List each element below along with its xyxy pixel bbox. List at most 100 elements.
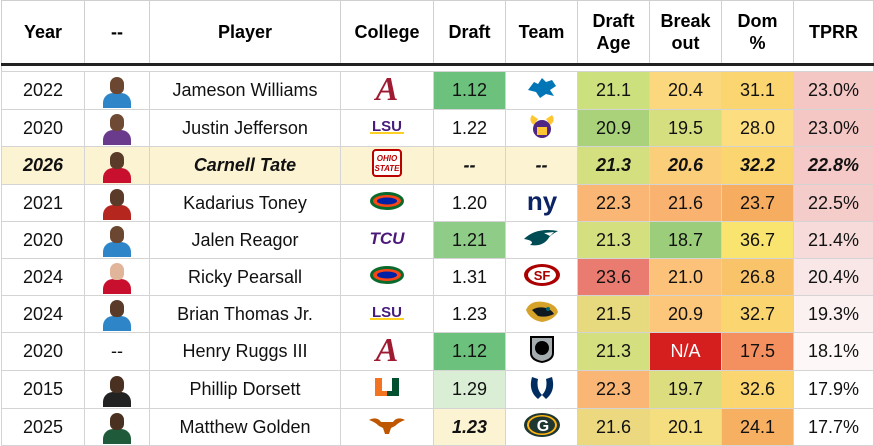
- cell-headshot: [84, 258, 150, 296]
- cell-team: [505, 370, 578, 409]
- cell-breakout: 20.1: [649, 408, 722, 446]
- cell-college: A: [340, 332, 434, 371]
- header-dom: Dom%: [721, 0, 794, 66]
- table-row: 2024 Ricky Pearsall 1.31 SF 23.6 21.0 26.8 20.4…: [1, 258, 874, 296]
- cell-year: 2021: [1, 184, 85, 222]
- svg-text:LSU: LSU: [372, 118, 402, 135]
- cell-team: SF: [505, 258, 578, 296]
- cell-breakout: 19.7: [649, 370, 722, 409]
- cell-dom: 32.2: [721, 146, 794, 185]
- cell-draft: 1.31: [433, 258, 506, 296]
- cell-draft-age: 21.3: [577, 221, 650, 259]
- cell-player: Phillip Dorsett: [149, 370, 341, 409]
- cell-team: [505, 109, 578, 147]
- cell-draft: 1.12: [433, 71, 506, 110]
- cell-player: Matthew Golden: [149, 408, 341, 446]
- header-breakout-line2: out: [671, 33, 700, 53]
- cell-year: 2024: [1, 258, 85, 296]
- svg-text:STATE: STATE: [374, 164, 400, 173]
- header-breakout-line1: Break: [660, 11, 711, 31]
- headshot-brian-thomas-jr: [100, 297, 134, 331]
- miami-logo: [369, 375, 405, 404]
- header-draft-age-line2: Age: [596, 33, 631, 53]
- cell-draft: 1.22: [433, 109, 506, 147]
- cell-breakout: 19.5: [649, 109, 722, 147]
- svg-text:A: A: [374, 72, 399, 104]
- cell-player: Jalen Reagor: [149, 221, 341, 259]
- 49ers-logo: SF: [522, 261, 562, 294]
- headshot-jameson-williams: [100, 74, 134, 108]
- cell-year: 2025: [1, 408, 85, 446]
- table-row: 2024 Brian Thomas Jr. LSU 1.23 21.5 20.9 32.7 1…: [1, 295, 874, 333]
- alabama-logo: A: [367, 72, 407, 109]
- cell-draft: 1.20: [433, 184, 506, 222]
- lions-logo: [524, 74, 560, 107]
- florida-logo: [367, 189, 407, 218]
- header-year: Year: [1, 0, 85, 66]
- headshot-kadarius-toney: [100, 186, 134, 220]
- cell-year: 2024: [1, 295, 85, 333]
- header-breakout: Break out: [649, 0, 722, 66]
- cell-breakout: 21.0: [649, 258, 722, 296]
- cell-college: LSU: [340, 295, 434, 333]
- header-college: College: [340, 0, 434, 66]
- cell-breakout: 21.6: [649, 184, 722, 222]
- svg-text:TCU: TCU: [370, 229, 406, 248]
- cell-tprr: 23.0%: [793, 71, 874, 110]
- cell-headshot-missing: --: [84, 332, 150, 371]
- table-row: 2020 -- Henry Ruggs III A 1.12 21.3 N/A 17.5 18.…: [1, 332, 874, 371]
- cell-breakout: 18.7: [649, 221, 722, 259]
- cell-draft: 1.23: [433, 408, 506, 446]
- cell-player: Henry Ruggs III: [149, 332, 341, 371]
- cell-breakout: N/A: [649, 332, 722, 371]
- cell-breakout: 20.9: [649, 295, 722, 333]
- cell-draft: 1.23: [433, 295, 506, 333]
- cell-college: LSU: [340, 109, 434, 147]
- cell-headshot: [84, 184, 150, 222]
- cell-tprr: 18.1%: [793, 332, 874, 371]
- headshot-matthew-golden: [100, 410, 134, 444]
- cell-team: [505, 295, 578, 333]
- cell-draft: 1.29: [433, 370, 506, 409]
- svg-text:ny: ny: [526, 186, 557, 216]
- cell-dom: 32.6: [721, 370, 794, 409]
- cell-player: Jameson Williams: [149, 71, 341, 110]
- cell-headshot: [84, 109, 150, 147]
- cell-headshot: [84, 71, 150, 110]
- cell-player: Brian Thomas Jr.: [149, 295, 341, 333]
- cell-draft: 1.21: [433, 221, 506, 259]
- header-draft-age-line1: Draft: [592, 11, 635, 31]
- cell-tprr: 17.7%: [793, 408, 874, 446]
- cell-tprr: 22.8%: [793, 146, 874, 185]
- cell-dom: 17.5: [721, 332, 794, 371]
- cell-dom: 28.0: [721, 109, 794, 147]
- cell-tprr: 21.4%: [793, 221, 874, 259]
- table-row: 2015 Phillip Dorsett 1.29 22.3 19.7 32.6 17.9%: [1, 370, 874, 409]
- cell-college: [340, 408, 434, 446]
- cell-dom: 31.1: [721, 71, 794, 110]
- cell-draft-age: 22.3: [577, 184, 650, 222]
- svg-text:OHIO: OHIO: [377, 154, 398, 163]
- cell-tprr: 19.3%: [793, 295, 874, 333]
- cell-player: Carnell Tate: [149, 146, 341, 185]
- header-row: Year -- Player College Draft Team Draft A…: [1, 0, 874, 66]
- cell-year: 2026: [1, 146, 85, 185]
- cell-breakout: 20.6: [649, 146, 722, 185]
- cell-team: ny: [505, 184, 578, 222]
- cell-tprr: 23.0%: [793, 109, 874, 147]
- colts-logo: [524, 372, 560, 408]
- cell-draft-age: 21.5: [577, 295, 650, 333]
- lsu-logo: LSU: [367, 116, 407, 141]
- cell-dom: 23.7: [721, 184, 794, 222]
- cell-draft-age: 20.9: [577, 109, 650, 147]
- packers-logo: G: [522, 411, 562, 444]
- headshot-ricky-pearsall: [100, 260, 134, 294]
- table-row: 2020 Justin Jefferson LSU 1.22 20.9 19.5 28.0 2…: [1, 109, 874, 147]
- cell-draft-age: 21.6: [577, 408, 650, 446]
- raiders-logo: [524, 334, 560, 370]
- cell-team: [505, 332, 578, 371]
- florida-logo: [367, 263, 407, 292]
- cell-year: 2020: [1, 221, 85, 259]
- cell-headshot: [84, 146, 150, 185]
